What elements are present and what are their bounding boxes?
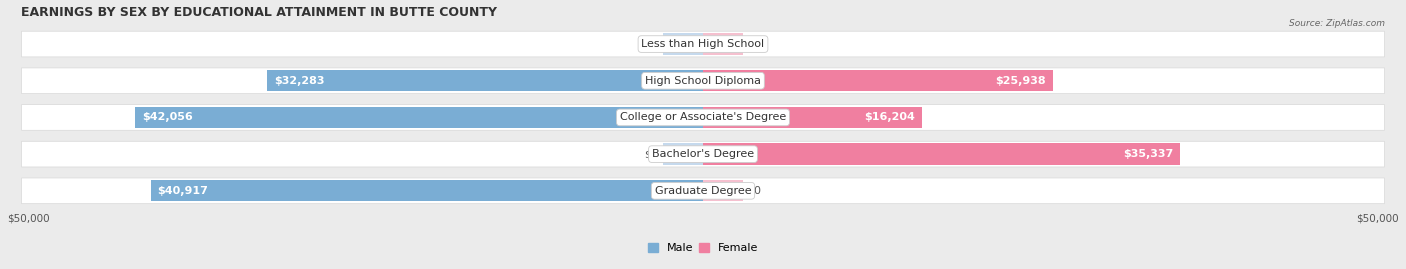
Legend: Male, Female: Male, Female xyxy=(644,239,762,258)
FancyBboxPatch shape xyxy=(21,141,1385,167)
Text: Graduate Degree: Graduate Degree xyxy=(655,186,751,196)
FancyBboxPatch shape xyxy=(21,105,1385,130)
FancyBboxPatch shape xyxy=(21,178,1385,204)
Text: $16,204: $16,204 xyxy=(865,112,915,122)
Bar xyxy=(703,107,922,128)
Text: $0: $0 xyxy=(748,186,762,196)
Text: High School Diploma: High School Diploma xyxy=(645,76,761,86)
Text: Less than High School: Less than High School xyxy=(641,39,765,49)
Bar xyxy=(267,70,703,91)
Text: $35,337: $35,337 xyxy=(1123,149,1173,159)
Bar xyxy=(135,107,703,128)
Text: $32,283: $32,283 xyxy=(274,76,325,86)
Bar xyxy=(662,33,703,55)
Text: $0: $0 xyxy=(644,149,658,159)
FancyBboxPatch shape xyxy=(21,68,1385,94)
Text: Source: ZipAtlas.com: Source: ZipAtlas.com xyxy=(1289,19,1385,28)
Text: EARNINGS BY SEX BY EDUCATIONAL ATTAINMENT IN BUTTE COUNTY: EARNINGS BY SEX BY EDUCATIONAL ATTAINMEN… xyxy=(21,6,498,19)
Bar xyxy=(703,143,1180,165)
Bar xyxy=(662,143,703,165)
Text: $0: $0 xyxy=(644,39,658,49)
FancyBboxPatch shape xyxy=(21,31,1385,57)
Bar xyxy=(703,33,744,55)
Text: $42,056: $42,056 xyxy=(142,112,193,122)
Bar xyxy=(150,180,703,201)
Text: $25,938: $25,938 xyxy=(995,76,1046,86)
Bar xyxy=(703,70,1053,91)
Text: $0: $0 xyxy=(748,39,762,49)
Bar xyxy=(703,180,744,201)
Text: $40,917: $40,917 xyxy=(157,186,208,196)
Text: Bachelor's Degree: Bachelor's Degree xyxy=(652,149,754,159)
Text: College or Associate's Degree: College or Associate's Degree xyxy=(620,112,786,122)
